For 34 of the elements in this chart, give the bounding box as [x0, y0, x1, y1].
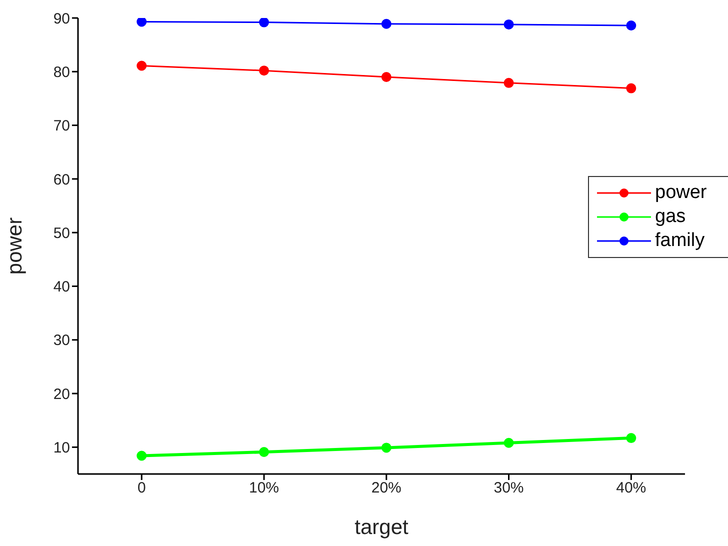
point: [504, 78, 514, 88]
y-tick-label: 70: [53, 118, 70, 135]
x-tick-label: 0: [137, 480, 146, 497]
point: [136, 18, 147, 27]
y-tick-label: 60: [53, 171, 70, 188]
point: [259, 66, 270, 76]
point: [259, 18, 270, 28]
y-tick-label: 40: [53, 278, 70, 296]
point: [381, 72, 392, 82]
x-tick-label: 10%: [249, 480, 280, 497]
legend-label: power: [655, 181, 707, 205]
x-tick-label: 20%: [371, 480, 402, 497]
y-tick-label: 80: [53, 64, 70, 81]
point: [626, 433, 636, 444]
y-tick-label: 10: [53, 440, 70, 456]
point: [626, 83, 636, 94]
y-tick-label: 30: [53, 332, 70, 350]
point: [136, 450, 147, 461]
point: [381, 18, 392, 29]
y-tick-label: 50: [53, 224, 70, 242]
point: [504, 438, 514, 448]
legend-label: gas: [655, 205, 686, 229]
x-tick-label: 30%: [494, 480, 524, 497]
legend-label: family: [655, 229, 705, 253]
point: [259, 447, 270, 458]
x-axis-title: target: [354, 516, 409, 539]
x-tick-label: 40%: [616, 480, 646, 497]
y-tick-label: 90: [53, 10, 70, 28]
point: [381, 442, 392, 453]
y-tick-label: 20: [53, 386, 70, 403]
point: [136, 60, 147, 71]
point: [504, 19, 514, 30]
y-axis-title: power: [3, 217, 26, 275]
point: [626, 20, 636, 31]
